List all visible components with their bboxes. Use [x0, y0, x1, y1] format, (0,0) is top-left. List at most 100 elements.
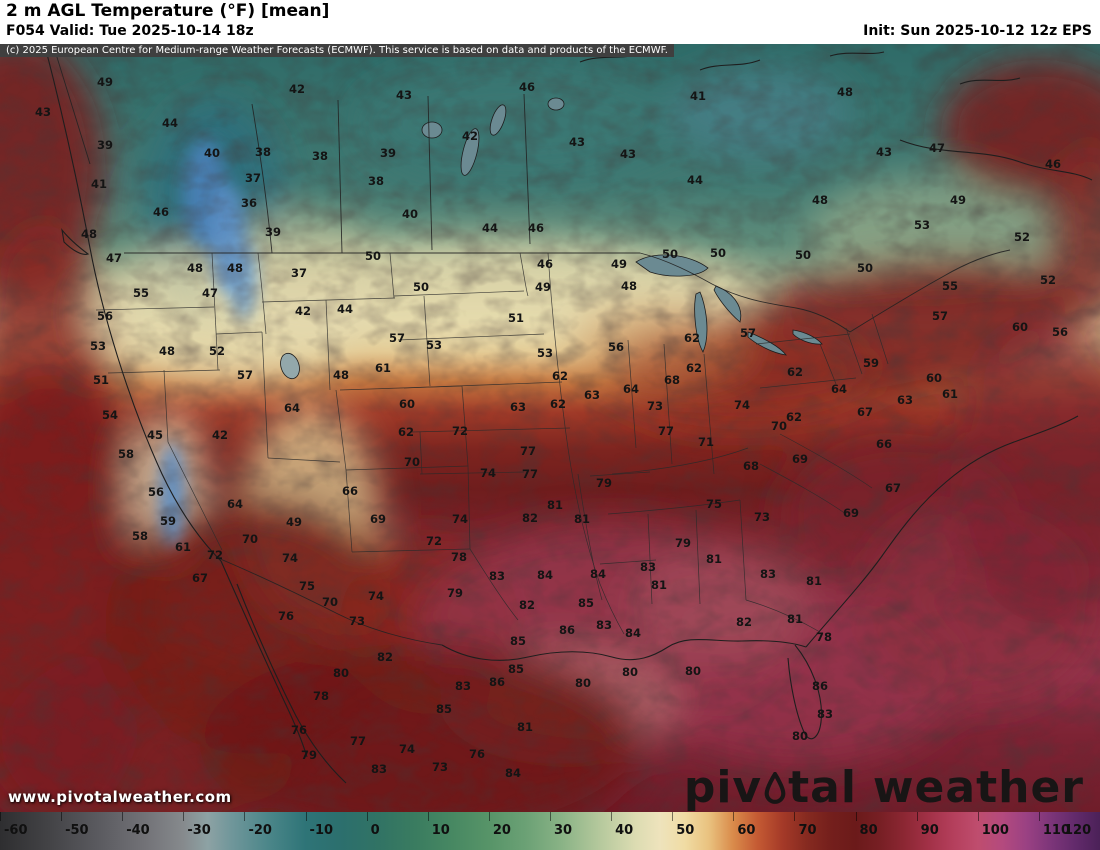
temp-value-label: 44	[337, 302, 353, 316]
temp-value-label: 43	[35, 105, 51, 119]
temp-value-label: 74	[480, 466, 496, 480]
temp-value-label: 72	[207, 548, 223, 562]
temp-value-label: 47	[202, 286, 218, 300]
temp-value-label: 39	[97, 138, 113, 152]
colorbar-tick	[550, 812, 551, 821]
temp-value-label: 57	[237, 368, 253, 382]
temp-value-label: 54	[102, 408, 118, 422]
temp-value-label: 79	[675, 536, 691, 550]
temp-value-label: 70	[322, 595, 338, 609]
temp-value-label: 57	[389, 331, 405, 345]
state-borders	[95, 252, 889, 635]
colorbar-tick-label: 90	[920, 823, 939, 838]
temp-value-label: 77	[658, 424, 674, 438]
temp-value-label: 39	[380, 146, 396, 160]
temp-value-label: 50	[857, 261, 873, 275]
colorbar-tick	[977, 812, 979, 821]
temp-value-label: 86	[489, 675, 505, 689]
temp-value-label: 49	[286, 515, 302, 529]
colorbar-tick	[1038, 812, 1040, 821]
temp-value-label: 70	[404, 455, 420, 469]
temp-value-label: 84	[505, 766, 521, 780]
temp-value-label: 63	[897, 393, 913, 407]
colorbar-tick-label: -20	[248, 823, 272, 838]
colorbar-tick-label: 60	[737, 823, 756, 838]
temp-value-label: 83	[817, 707, 833, 721]
colorbar-tick-label: -30	[187, 823, 211, 838]
colorbar-tick	[855, 812, 857, 821]
map-area[interactable]: 49 42 43 46 41 48 43 44 39 40 38 38 39 42 43 43 43 47 46 41…	[0, 44, 1100, 812]
temp-value-label: 53	[914, 218, 930, 232]
temp-value-label: 78	[451, 550, 467, 564]
temp-value-label: 70	[242, 532, 258, 546]
temp-value-label: 50	[710, 246, 726, 260]
colorbar-tick	[794, 812, 796, 821]
national-borders	[55, 53, 1011, 646]
colorbar-tick-label: 10	[431, 823, 450, 838]
temp-value-label: 73	[754, 510, 770, 524]
temp-value-label: 69	[370, 512, 386, 526]
temp-value-label: 62	[686, 361, 702, 375]
temp-value-label: 67	[857, 405, 873, 419]
temp-value-label: 81	[547, 498, 563, 512]
temp-value-label: 85	[436, 702, 452, 716]
temp-value-label: 79	[301, 748, 317, 762]
temp-value-label: 75	[706, 497, 722, 511]
temp-value-label: 39	[265, 225, 281, 239]
temp-value-label: 52	[1014, 230, 1030, 244]
temp-value-label: 41	[91, 177, 107, 191]
valid-time: F054 Valid: Tue 2025-10-14 18z	[6, 23, 254, 39]
temp-value-label: 83	[760, 567, 776, 581]
temp-value-label: 84	[537, 568, 553, 582]
temp-value-label: 83	[596, 618, 612, 632]
temp-value-label: 83	[371, 762, 387, 776]
colorbar-tick	[183, 812, 185, 821]
colorbar-tick-label: 100	[981, 823, 1009, 838]
temp-value-label: 42	[212, 428, 228, 442]
temp-value-label: 76	[291, 723, 307, 737]
colorbar-tick-label: -40	[126, 823, 150, 838]
temp-value-label: 42	[289, 82, 305, 96]
temp-value-label: 42	[462, 129, 478, 143]
header: 2 m AGL Temperature (°F) [mean] F054 Val…	[0, 0, 1100, 44]
temp-value-label: 44	[162, 116, 178, 130]
temp-value-label: 43	[569, 135, 585, 149]
temp-value-label: 74	[282, 551, 298, 565]
temp-value-label: 46	[1045, 157, 1061, 171]
temp-value-label: 47	[929, 141, 945, 155]
map-title: 2 m AGL Temperature (°F) [mean]	[6, 1, 330, 21]
temp-value-label: 49	[535, 280, 551, 294]
temp-value-label: 50	[413, 280, 429, 294]
temp-value-label: 48	[812, 193, 828, 207]
temp-value-label: 45	[147, 428, 163, 442]
logo-text-weather: weather	[872, 762, 1084, 812]
temp-value-label: 49	[611, 257, 627, 271]
temp-value-label: 81	[651, 578, 667, 592]
temp-value-label: 60	[926, 371, 942, 385]
temp-value-label: 64	[227, 497, 243, 511]
temp-value-label: 46	[537, 257, 553, 271]
temp-value-label: 64	[623, 382, 639, 396]
temp-value-label: 46	[528, 221, 544, 235]
temp-value-label: 41	[690, 89, 706, 103]
temp-value-label: 69	[843, 506, 859, 520]
colorbar-tick	[0, 812, 1, 821]
temp-value-label: 73	[647, 399, 663, 413]
colorbar-tick-label: 0	[370, 823, 380, 838]
colorbar-tick-label: 80	[859, 823, 878, 838]
temp-value-label: 42	[295, 304, 311, 318]
colorbar-tick-label: 30	[554, 823, 573, 838]
temp-value-label: 46	[519, 80, 535, 94]
temp-value-label: 74	[452, 512, 468, 526]
colorbar-tick-label: -50	[65, 823, 89, 838]
temp-value-label: 83	[640, 560, 656, 574]
temp-value-label: 50	[662, 247, 678, 261]
temp-value-label: 80	[575, 676, 591, 690]
temp-value-label: 74	[399, 742, 415, 756]
temp-value-label: 72	[426, 534, 442, 548]
temp-value-label: 81	[806, 574, 822, 588]
temp-value-label: 38	[312, 149, 328, 163]
temp-value-label: 51	[93, 373, 109, 387]
colorbar-tick	[61, 812, 63, 821]
temperature-map[interactable]: 49 42 43 46 41 48 43 44 39 40 38 38 39 42 43 43 43 47 46 41…	[0, 44, 1100, 812]
